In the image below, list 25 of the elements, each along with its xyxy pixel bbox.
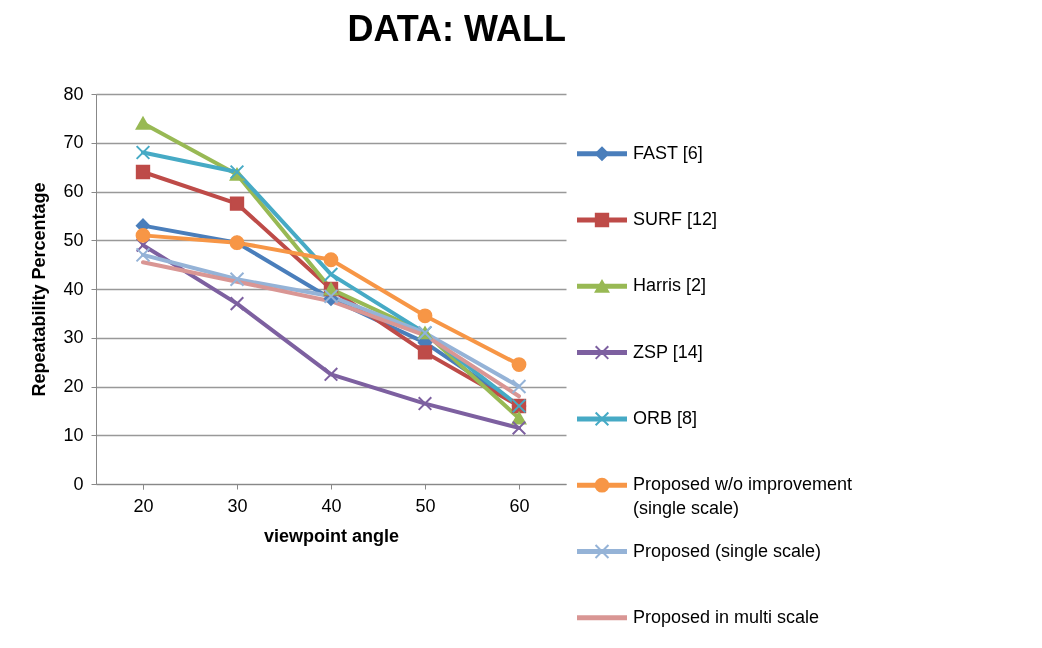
chart-title: DATA: WALL — [347, 8, 566, 49]
legend-label: Proposed in multi scale — [633, 606, 820, 627]
legend-label: Proposed (single scale) — [633, 540, 822, 561]
y-tick-label: 70 — [63, 132, 84, 153]
legend-label: Proposed w/o improvement (single scale) — [633, 474, 853, 519]
legend-label: ZSP [14] — [633, 341, 703, 362]
legend-label: ORB [8] — [633, 407, 698, 428]
legend-label: SURF [12] — [633, 208, 718, 229]
legend-label: Harris [2] — [633, 275, 707, 296]
x-tick-label: 60 — [509, 495, 530, 516]
y-tick-label: 50 — [63, 229, 84, 250]
y-tick-label: 80 — [63, 83, 84, 104]
x-tick-label: 30 — [227, 495, 248, 516]
y-tick-label: 30 — [63, 327, 84, 348]
legend-label: FAST [6] — [633, 142, 703, 163]
y-tick-label: 10 — [63, 424, 84, 445]
x-tick-label: 50 — [415, 495, 436, 516]
y-axis-title: Repeatability Percentage — [29, 182, 50, 397]
y-tick-label: 60 — [63, 181, 84, 201]
x-tick-label: 20 — [133, 495, 154, 516]
x-tick-label: 40 — [321, 495, 342, 516]
x-axis-title: viewpoint angle — [263, 525, 400, 546]
y-tick-label: 0 — [73, 473, 84, 494]
y-tick-label: 40 — [63, 278, 84, 299]
y-tick-label: 20 — [63, 376, 84, 396]
